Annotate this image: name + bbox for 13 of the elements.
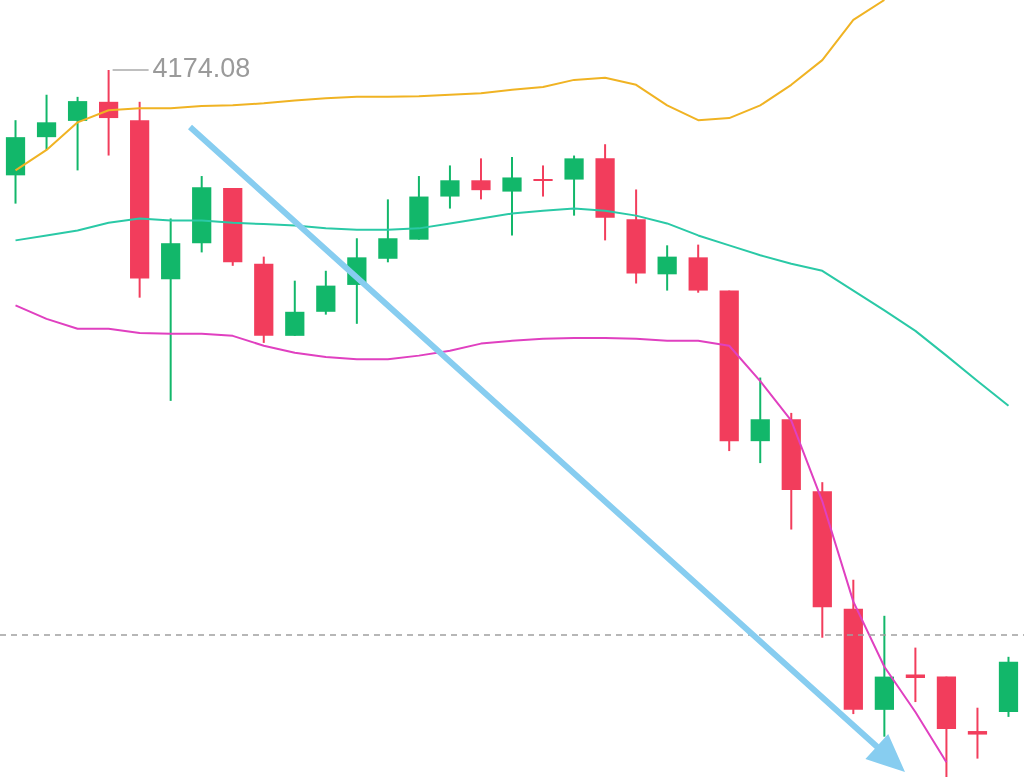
- candlestick: [657, 244, 677, 292]
- annotation: 4174.08: [152, 53, 251, 84]
- candlestick: [533, 164, 553, 198]
- candlestick: [564, 154, 584, 217]
- candlestick: [905, 646, 926, 704]
- candlestick: [502, 155, 522, 237]
- candlestick: [471, 157, 491, 201]
- candlestick: [440, 164, 460, 210]
- candlestick: [967, 706, 988, 760]
- candlestick: [750, 376, 770, 465]
- candlestick: [36, 93, 57, 151]
- candlestick: [378, 198, 398, 264]
- candlestick: [67, 95, 88, 172]
